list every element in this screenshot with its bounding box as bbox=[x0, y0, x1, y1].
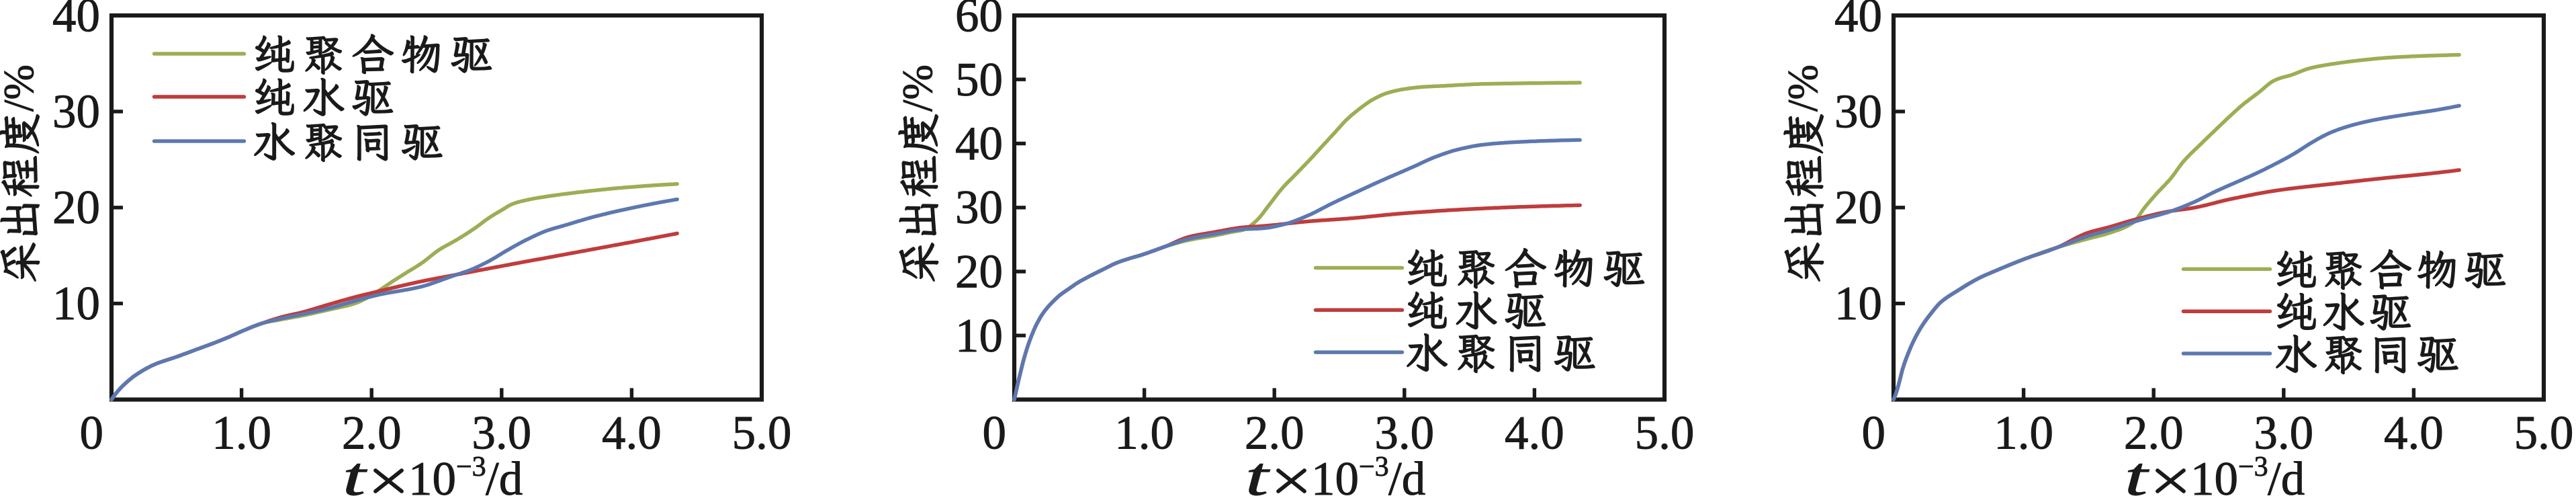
svg-text:t: t bbox=[1245, 446, 1271, 496]
svg-text:1.0: 1.0 bbox=[212, 407, 271, 460]
svg-text:4.0: 4.0 bbox=[2384, 407, 2444, 460]
svg-text:3.0: 3.0 bbox=[2254, 407, 2313, 460]
svg-text:1.0: 1.0 bbox=[1994, 407, 2053, 460]
svg-text:−3: −3 bbox=[456, 452, 486, 483]
svg-text:10: 10 bbox=[1311, 453, 1359, 496]
svg-text:30: 30 bbox=[955, 181, 1003, 234]
svg-text:/%: /% bbox=[0, 65, 42, 112]
svg-text:20: 20 bbox=[1834, 181, 1882, 234]
svg-text:/%: /% bbox=[1779, 65, 1826, 112]
svg-text:3.0: 3.0 bbox=[1374, 407, 1434, 460]
svg-text:20: 20 bbox=[52, 181, 100, 234]
svg-text:10: 10 bbox=[408, 453, 456, 496]
svg-text:0: 0 bbox=[80, 407, 104, 460]
svg-text:/d: /d bbox=[486, 453, 523, 496]
svg-text:20: 20 bbox=[955, 246, 1003, 298]
svg-text:5.0: 5.0 bbox=[1635, 407, 1695, 460]
svg-text:t: t bbox=[343, 446, 368, 496]
svg-text:4.0: 4.0 bbox=[1505, 407, 1564, 460]
svg-text:−3: −3 bbox=[1359, 452, 1389, 483]
svg-text:2.0: 2.0 bbox=[1245, 407, 1304, 460]
svg-text:10: 10 bbox=[52, 278, 100, 330]
svg-text:50: 50 bbox=[955, 54, 1003, 106]
svg-text:/%: /% bbox=[894, 65, 941, 112]
svg-text:40: 40 bbox=[1834, 0, 1882, 42]
svg-text:/d: /d bbox=[2268, 453, 2305, 496]
svg-text:4.0: 4.0 bbox=[602, 407, 662, 460]
svg-text:2.0: 2.0 bbox=[2124, 407, 2184, 460]
svg-text:0: 0 bbox=[983, 407, 1007, 460]
svg-text:10: 10 bbox=[1834, 278, 1882, 330]
svg-text:/d: /d bbox=[1388, 453, 1425, 496]
svg-text:30: 30 bbox=[52, 85, 100, 138]
svg-text:1.0: 1.0 bbox=[1114, 407, 1174, 460]
svg-text:0: 0 bbox=[1862, 407, 1886, 460]
svg-text:−3: −3 bbox=[2238, 452, 2268, 483]
svg-text:60: 60 bbox=[955, 0, 1003, 42]
svg-text:3.0: 3.0 bbox=[472, 407, 531, 460]
svg-text:5.0: 5.0 bbox=[2514, 407, 2574, 460]
svg-text:40: 40 bbox=[955, 118, 1003, 170]
svg-text:5.0: 5.0 bbox=[732, 407, 792, 460]
svg-text:40: 40 bbox=[52, 0, 100, 42]
svg-text:2.0: 2.0 bbox=[342, 407, 402, 460]
svg-text:30: 30 bbox=[1834, 85, 1882, 138]
svg-text:10: 10 bbox=[955, 310, 1003, 362]
svg-text:t: t bbox=[2125, 446, 2150, 496]
svg-text:10: 10 bbox=[2190, 453, 2238, 496]
